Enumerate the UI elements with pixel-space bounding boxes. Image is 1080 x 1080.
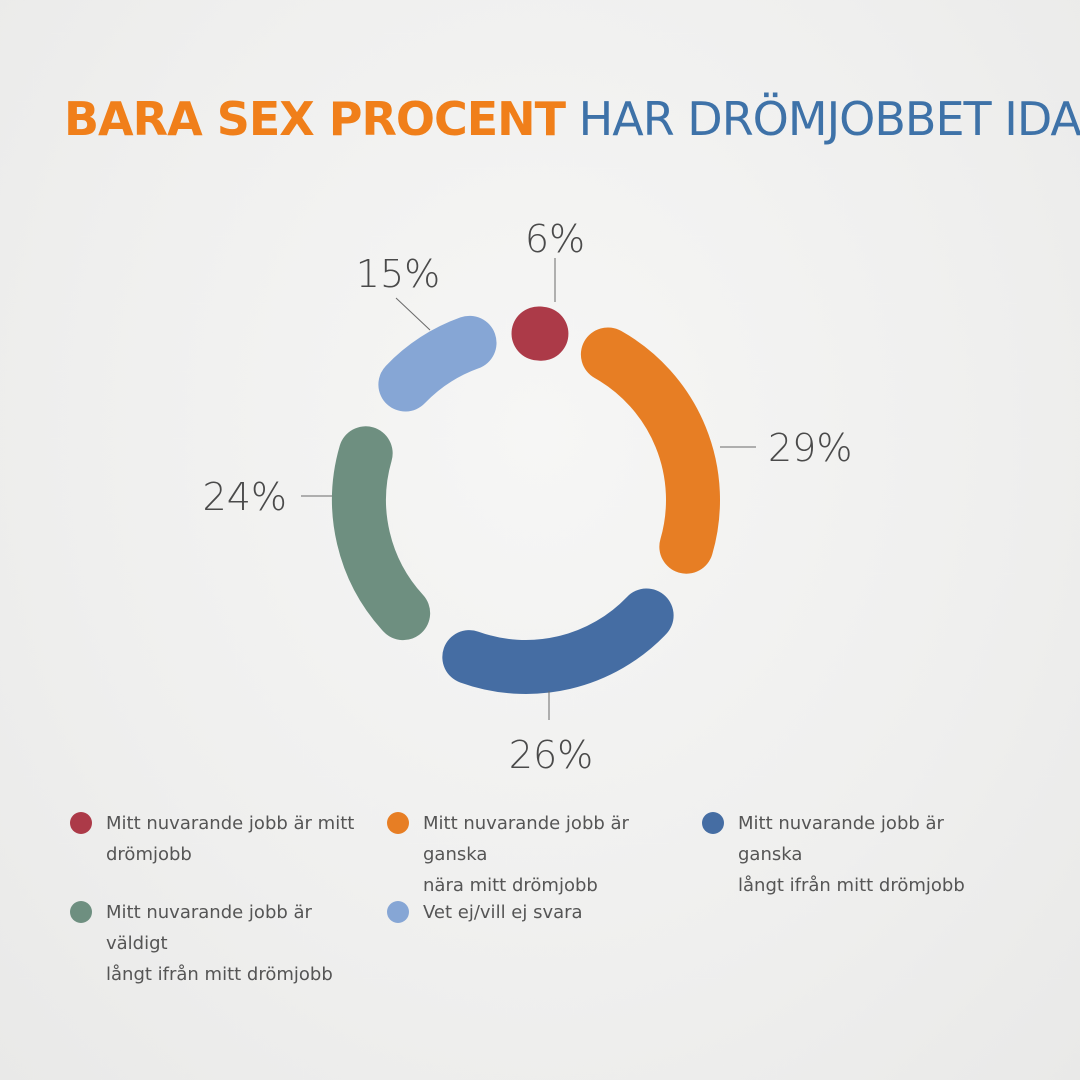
legend-item: Mitt nuvarande jobb är väldigt långt ifrå… bbox=[70, 897, 370, 990]
slice-value-label: 26% bbox=[509, 733, 593, 777]
legend-item: Mitt nuvarande jobb är mitt drömjobb bbox=[70, 808, 370, 870]
legend-label: Mitt nuvarande jobb är ganska nära mitt d… bbox=[423, 808, 687, 901]
title-emphasis: BARA SEX PROCENT bbox=[64, 92, 566, 146]
slice-value-label: 29% bbox=[768, 426, 852, 470]
donut-slice bbox=[378, 315, 497, 412]
donut-slice bbox=[332, 426, 431, 641]
leader-line bbox=[395, 297, 431, 331]
legend-label: Mitt nuvarande jobb är mitt drömjobb bbox=[106, 808, 354, 870]
slice-value-label: 24% bbox=[203, 475, 287, 519]
slice-value-label: 15% bbox=[356, 252, 440, 296]
legend-swatch bbox=[702, 812, 724, 834]
legend-label: Vet ej/vill ej svara bbox=[423, 897, 583, 928]
legend-label-line: nära mitt drömjobb bbox=[423, 875, 598, 896]
legend-label-line: Mitt nuvarande jobb är ganska bbox=[738, 813, 944, 865]
donut-slice bbox=[580, 327, 720, 574]
slice-value-label: 6% bbox=[525, 217, 585, 261]
legend-swatch bbox=[387, 812, 409, 834]
legend-swatch bbox=[70, 901, 92, 923]
legend-label: Mitt nuvarande jobb är ganska långt ifrån… bbox=[738, 808, 1002, 901]
legend-swatch bbox=[387, 901, 409, 923]
legend-label-line: långt ifrån mitt drömjobb bbox=[106, 964, 333, 985]
legend-label-line: Mitt nuvarande jobb är väldigt bbox=[106, 902, 312, 954]
legend-item: Mitt nuvarande jobb är ganska nära mitt d… bbox=[387, 808, 687, 901]
legend-label-line: Vet ej/vill ej svara bbox=[423, 902, 583, 923]
legend-label: Mitt nuvarande jobb är väldigt långt ifrå… bbox=[106, 897, 370, 990]
legend-label-line: drömjobb bbox=[106, 844, 192, 865]
legend-label-line: Mitt nuvarande jobb är ganska bbox=[423, 813, 629, 865]
legend-item: Vet ej/vill ej svara bbox=[387, 897, 687, 928]
title-rest: HAR DRÖMJOBBET IDAG bbox=[565, 92, 1080, 146]
legend-label-line: långt ifrån mitt drömjobb bbox=[738, 875, 965, 896]
chart-title: BARA SEX PROCENT HAR DRÖMJOBBET IDAG bbox=[64, 86, 1080, 152]
donut-slice bbox=[442, 588, 674, 694]
donut-chart: 6% 29% 26% 24% 15% bbox=[203, 217, 853, 777]
legend-swatch bbox=[70, 812, 92, 834]
legend-label-line: Mitt nuvarande jobb är mitt bbox=[106, 813, 355, 834]
legend-item: Mitt nuvarande jobb är ganska långt ifrån… bbox=[702, 808, 1002, 901]
